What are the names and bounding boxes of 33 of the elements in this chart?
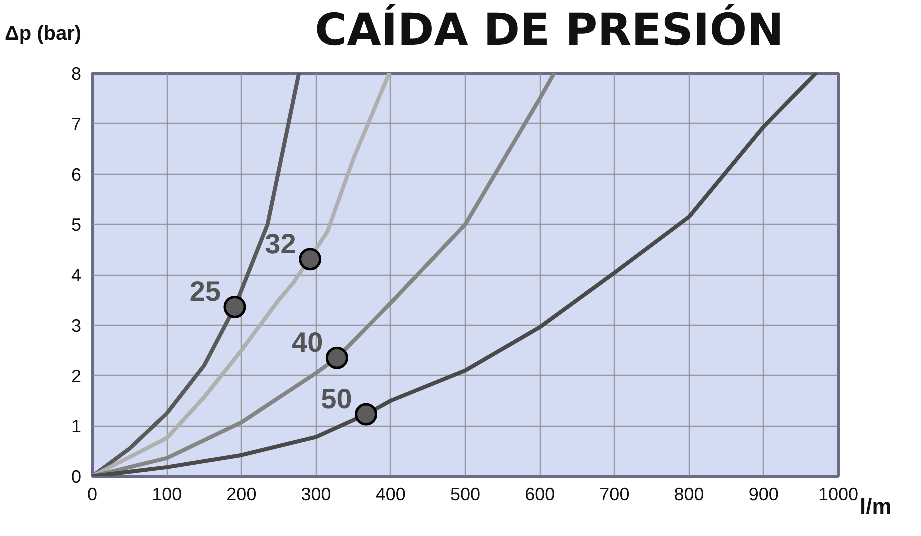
x-tick-label: 0 (87, 484, 98, 504)
chart-title: CAÍDA DE PRESIÓN (315, 3, 784, 58)
point (224, 296, 246, 318)
x-tick-label: 400 (376, 484, 406, 504)
x-axis-title: l/m (860, 493, 892, 521)
y-tick-label: 8 (71, 64, 82, 84)
y-tick-label: 4 (71, 266, 82, 286)
y-tick-label: 5 (71, 215, 82, 236)
annotation: 32 (265, 228, 296, 260)
x-tick-label: 900 (748, 484, 779, 504)
line-series (92, 74, 818, 476)
y-axis-title: Δp (bar) (5, 22, 82, 47)
line-series (92, 74, 392, 476)
x-tick-label: 200 (226, 484, 257, 504)
y-tick-label: 6 (71, 164, 82, 185)
point (355, 403, 378, 426)
x-tick-label: 700 (600, 484, 630, 504)
y-tick-label: 2 (71, 366, 82, 386)
x-tick-label: 1000 (818, 484, 859, 504)
y-tick-label: 7 (71, 114, 82, 134)
x-tick-label: 800 (674, 484, 704, 504)
x-tick-label: 500 (450, 484, 481, 504)
point (299, 248, 322, 271)
annotation: 40 (292, 327, 324, 358)
y-tick-label: 3 (71, 316, 82, 336)
x-tick-label: 100 (152, 484, 182, 504)
y-tick-label: 1 (71, 416, 82, 437)
annotation: 50 (321, 384, 352, 415)
point (326, 346, 348, 370)
x-tick-label: 600 (525, 484, 556, 504)
y-tick-label: 0 (71, 467, 82, 487)
x-tick-label: 300 (301, 484, 332, 504)
annotation: 25 (190, 276, 221, 308)
